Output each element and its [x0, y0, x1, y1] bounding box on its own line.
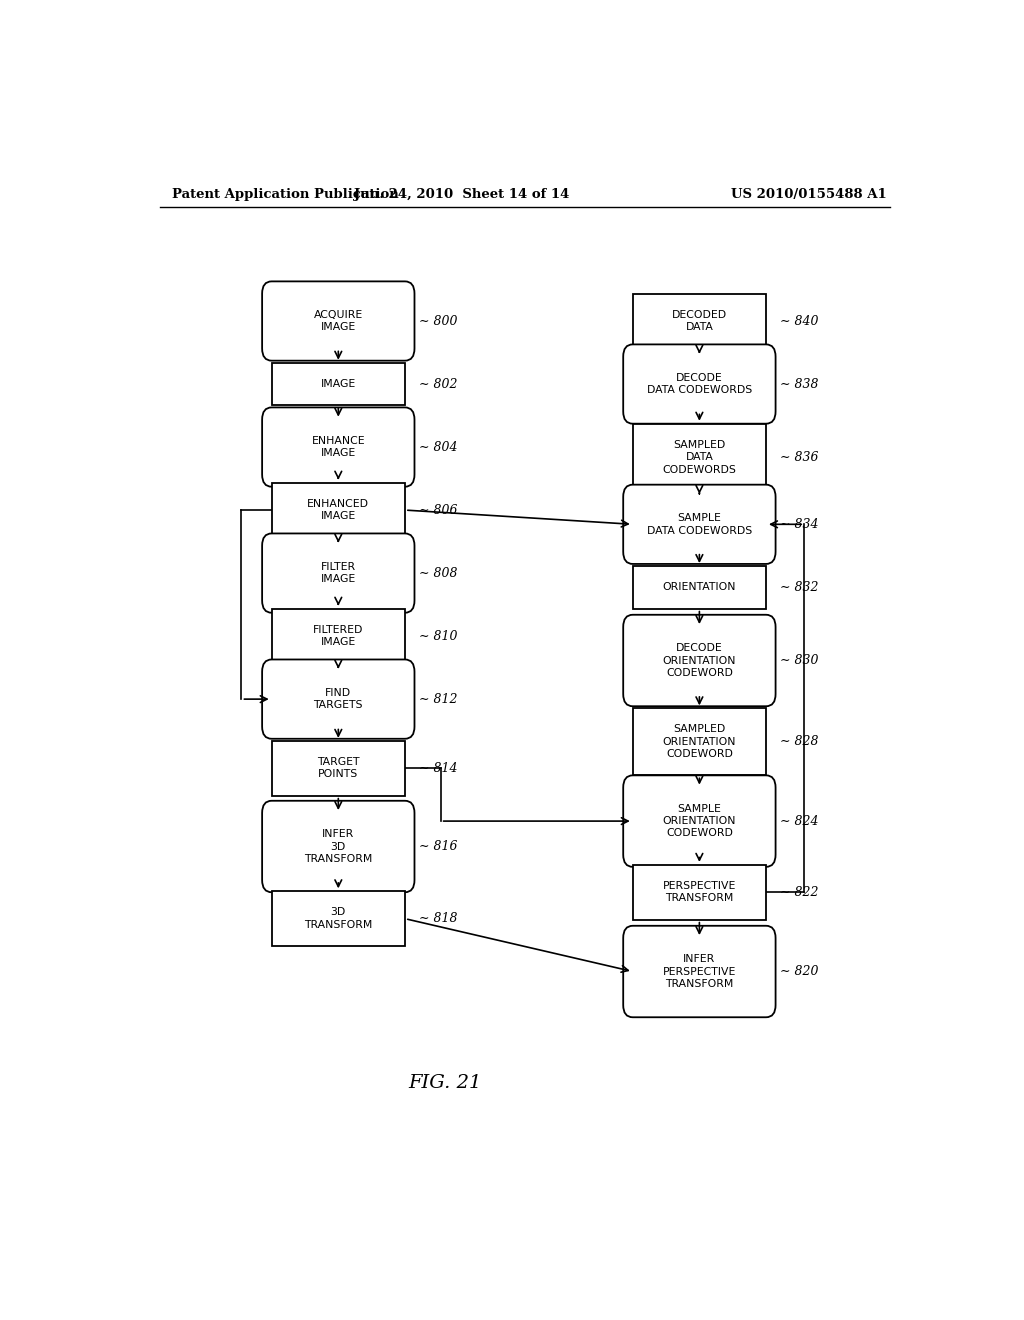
- Text: TARGET
POINTS: TARGET POINTS: [317, 758, 359, 779]
- Text: SAMPLE
DATA CODEWORDS: SAMPLE DATA CODEWORDS: [647, 513, 752, 536]
- Text: ∼ 814: ∼ 814: [419, 762, 458, 775]
- Text: PERSPECTIVE
TRANSFORM: PERSPECTIVE TRANSFORM: [663, 880, 736, 903]
- Text: ∼ 838: ∼ 838: [780, 378, 819, 391]
- FancyBboxPatch shape: [624, 615, 775, 706]
- Text: ENHANCED
IMAGE: ENHANCED IMAGE: [307, 499, 370, 521]
- Text: ∼ 834: ∼ 834: [780, 517, 819, 531]
- Text: ∼ 802: ∼ 802: [419, 378, 458, 391]
- FancyBboxPatch shape: [624, 925, 775, 1018]
- Text: FIG. 21: FIG. 21: [409, 1074, 482, 1093]
- FancyBboxPatch shape: [624, 345, 775, 424]
- Text: ENHANCE
IMAGE: ENHANCE IMAGE: [311, 436, 366, 458]
- FancyBboxPatch shape: [624, 775, 775, 867]
- Text: Patent Application Publication: Patent Application Publication: [172, 189, 398, 202]
- Text: DECODED
DATA: DECODED DATA: [672, 310, 727, 333]
- Text: ∼ 832: ∼ 832: [780, 581, 819, 594]
- Text: ∼ 840: ∼ 840: [780, 314, 819, 327]
- Text: ACQUIRE
IMAGE: ACQUIRE IMAGE: [313, 310, 362, 333]
- Text: ∼ 806: ∼ 806: [419, 503, 458, 516]
- Text: SAMPLED
DATA
CODEWORDS: SAMPLED DATA CODEWORDS: [663, 440, 736, 475]
- Text: ∼ 824: ∼ 824: [780, 814, 819, 828]
- FancyBboxPatch shape: [633, 424, 766, 491]
- Text: DECODE
ORIENTATION
CODEWORD: DECODE ORIENTATION CODEWORD: [663, 643, 736, 678]
- Text: ∼ 808: ∼ 808: [419, 566, 458, 579]
- Text: SAMPLE
ORIENTATION
CODEWORD: SAMPLE ORIENTATION CODEWORD: [663, 804, 736, 838]
- Text: ∼ 804: ∼ 804: [419, 441, 458, 454]
- Text: INFER
PERSPECTIVE
TRANSFORM: INFER PERSPECTIVE TRANSFORM: [663, 954, 736, 989]
- Text: IMAGE: IMAGE: [321, 379, 356, 389]
- Text: ∼ 830: ∼ 830: [780, 653, 819, 667]
- FancyBboxPatch shape: [262, 281, 415, 360]
- FancyBboxPatch shape: [271, 741, 404, 796]
- Text: ∼ 818: ∼ 818: [419, 912, 458, 925]
- Text: INFER
3D
TRANSFORM: INFER 3D TRANSFORM: [304, 829, 373, 863]
- Text: US 2010/0155488 A1: US 2010/0155488 A1: [731, 189, 887, 202]
- FancyBboxPatch shape: [271, 483, 404, 537]
- Text: ∼ 820: ∼ 820: [780, 965, 819, 978]
- Text: 3D
TRANSFORM: 3D TRANSFORM: [304, 907, 373, 929]
- FancyBboxPatch shape: [271, 891, 404, 946]
- Text: FILTERED
IMAGE: FILTERED IMAGE: [313, 624, 364, 647]
- Text: ∼ 822: ∼ 822: [780, 886, 819, 899]
- FancyBboxPatch shape: [271, 609, 404, 664]
- Text: ∼ 800: ∼ 800: [419, 314, 458, 327]
- FancyBboxPatch shape: [633, 709, 766, 775]
- Text: ORIENTATION: ORIENTATION: [663, 582, 736, 593]
- Text: DECODE
DATA CODEWORDS: DECODE DATA CODEWORDS: [647, 372, 752, 395]
- FancyBboxPatch shape: [262, 801, 415, 892]
- FancyBboxPatch shape: [271, 363, 404, 405]
- Text: FILTER
IMAGE: FILTER IMAGE: [321, 562, 356, 585]
- FancyBboxPatch shape: [633, 293, 766, 348]
- Text: ∼ 812: ∼ 812: [419, 693, 458, 706]
- FancyBboxPatch shape: [262, 408, 415, 487]
- FancyBboxPatch shape: [633, 566, 766, 609]
- FancyBboxPatch shape: [633, 865, 766, 920]
- FancyBboxPatch shape: [262, 533, 415, 612]
- Text: ∼ 836: ∼ 836: [780, 450, 819, 463]
- Text: ∼ 828: ∼ 828: [780, 735, 819, 748]
- Text: Jun. 24, 2010  Sheet 14 of 14: Jun. 24, 2010 Sheet 14 of 14: [353, 189, 569, 202]
- FancyBboxPatch shape: [624, 484, 775, 564]
- FancyBboxPatch shape: [262, 660, 415, 739]
- Text: ∼ 816: ∼ 816: [419, 840, 458, 853]
- Text: ∼ 810: ∼ 810: [419, 630, 458, 643]
- Text: FIND
TARGETS: FIND TARGETS: [313, 688, 364, 710]
- Text: SAMPLED
ORIENTATION
CODEWORD: SAMPLED ORIENTATION CODEWORD: [663, 725, 736, 759]
